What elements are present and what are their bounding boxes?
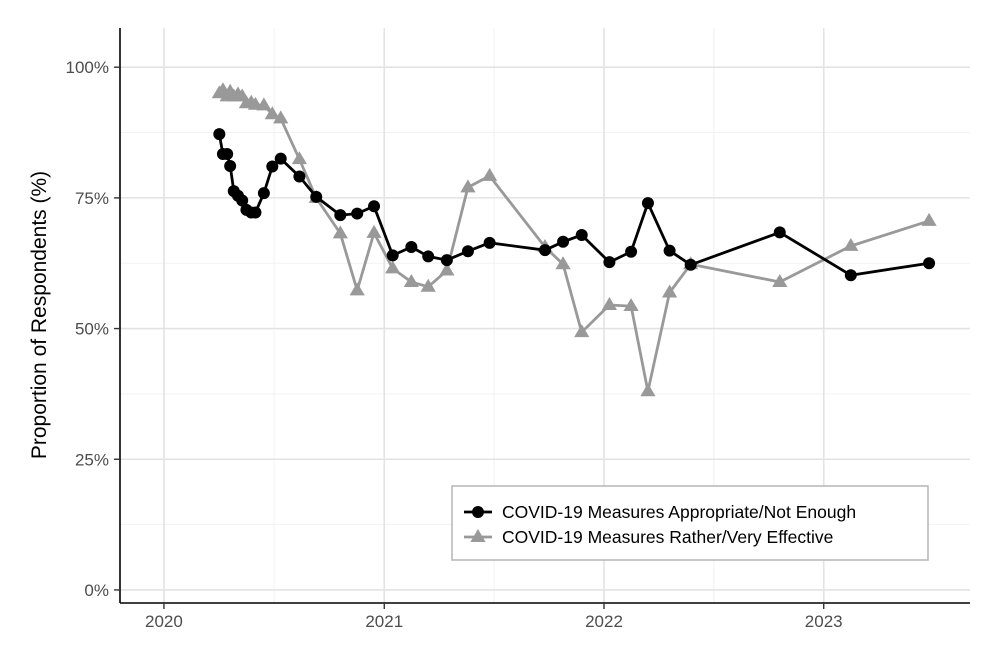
data-point — [420, 278, 436, 292]
data-point — [236, 194, 249, 207]
x-tick-label: 2021 — [365, 612, 403, 631]
data-point — [601, 297, 618, 311]
data-point — [368, 200, 381, 213]
data-point — [640, 383, 656, 397]
data-point — [274, 152, 287, 165]
data-point — [555, 256, 571, 270]
data-point — [575, 229, 588, 241]
data-point — [386, 249, 399, 262]
data-point — [351, 207, 364, 220]
data-point — [332, 225, 348, 239]
data-point — [843, 237, 859, 251]
data-point — [663, 244, 676, 257]
data-point — [310, 190, 323, 203]
data-point — [249, 206, 262, 219]
data-point — [625, 245, 638, 258]
data-point — [266, 160, 279, 173]
data-point — [684, 258, 697, 271]
y-tick-label: 100% — [66, 58, 109, 77]
x-tick-label: 2020 — [145, 612, 183, 631]
data-point — [405, 241, 418, 254]
legend-box — [451, 485, 929, 561]
legend-key-marker — [470, 529, 486, 542]
legend-key-marker — [472, 506, 484, 518]
legend-label: COVID-19 Measures Appropriate/Not Enough — [502, 502, 856, 522]
series-appropriate — [213, 128, 936, 282]
y-axis-title: Proportion of Respondents (%) — [28, 171, 51, 459]
data-point — [256, 97, 272, 111]
data-point — [460, 179, 476, 193]
data-point — [213, 128, 226, 141]
data-point — [385, 260, 401, 274]
data-point — [483, 236, 496, 249]
axes: 0% 25% 50% 75% 100% 2020 2021 2022 2023 — [66, 28, 970, 631]
data-point — [923, 257, 936, 270]
data-point — [539, 244, 551, 257]
data-point — [603, 256, 616, 269]
series-layer — [211, 82, 937, 397]
data-point — [623, 298, 639, 312]
data-point — [224, 160, 237, 172]
data-point — [482, 167, 498, 181]
series-effective — [211, 82, 937, 397]
data-point — [264, 106, 280, 120]
data-point — [557, 235, 570, 248]
data-point — [844, 269, 857, 282]
data-point — [293, 170, 306, 183]
data-point — [273, 110, 289, 124]
data-point — [349, 282, 365, 296]
data-point — [641, 197, 654, 210]
y-tick-label: 75% — [75, 189, 109, 208]
data-point — [334, 209, 347, 222]
data-point — [403, 274, 419, 288]
x-tick-label: 2023 — [805, 612, 843, 631]
data-point — [461, 245, 474, 258]
data-point — [257, 187, 270, 200]
data-point — [440, 254, 453, 267]
data-point — [772, 274, 788, 288]
legend-label: COVID-19 Measures Rather/Very Effective — [502, 527, 833, 547]
data-point — [662, 284, 678, 298]
y-tick-label: 0% — [84, 581, 109, 600]
y-tick-label: 50% — [75, 320, 109, 339]
data-point — [291, 151, 307, 165]
data-point — [574, 324, 590, 338]
data-point — [366, 224, 382, 238]
data-point — [773, 226, 786, 239]
data-point — [422, 250, 435, 263]
data-point — [439, 262, 455, 276]
x-tick-label: 2022 — [585, 612, 623, 631]
data-point — [921, 212, 937, 226]
data-point — [221, 147, 234, 160]
y-tick-label: 25% — [75, 450, 109, 469]
legend: COVID-19 Measures Appropriate/Not Enough… — [451, 485, 929, 561]
